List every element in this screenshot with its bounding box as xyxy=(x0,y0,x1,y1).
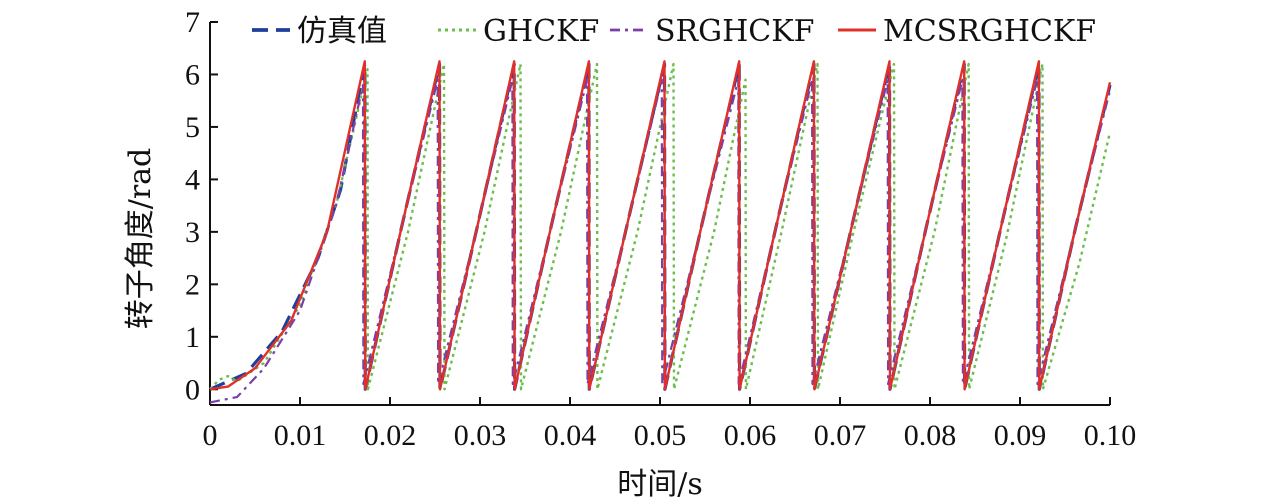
x-tick-label: 0.04 xyxy=(544,419,597,452)
x-tick-label: 0.05 xyxy=(634,419,687,452)
legend-label: SRGHCKF xyxy=(655,14,814,49)
series-line-4 xyxy=(209,60,1112,391)
x-tick-label: 0.03 xyxy=(454,419,507,452)
legend-label: GHCKF xyxy=(483,14,599,49)
series-line-3 xyxy=(209,78,1112,404)
y-tick-label: 5 xyxy=(185,111,200,144)
y-tick-label: 0 xyxy=(185,373,200,406)
legend-label: MCSRGHCKF xyxy=(883,14,1096,49)
series-layer xyxy=(209,60,1112,404)
x-tick-label: 0.06 xyxy=(724,419,777,452)
ticks: 0 0.01 0.02 0.03 0.04 0.05 0.06 0.07 0.08 0.09 0.1… xyxy=(185,6,1136,452)
y-tick-label: 1 xyxy=(185,321,200,354)
x-tick-label: 0.02 xyxy=(364,419,417,452)
y-tick-label: 2 xyxy=(185,268,200,301)
legend-label: 仿真值 xyxy=(297,14,387,49)
y-tick-label: 7 xyxy=(185,6,200,39)
y-axis-title: 转子角度/rad xyxy=(123,148,158,330)
y-tick-label: 6 xyxy=(185,58,200,91)
x-tick-label: 0.09 xyxy=(994,419,1047,452)
x-tick-label: 0.01 xyxy=(274,419,327,452)
y-tick-label: 4 xyxy=(185,163,200,196)
x-tick-label: 0.08 xyxy=(904,419,957,452)
x-tick-label: 0.10 xyxy=(1084,419,1137,452)
x-axis-title: 时间/s xyxy=(617,467,703,502)
x-tick-label: 0 xyxy=(203,419,218,452)
legend: 仿真值 GHCKF SRGHCKF MCSRGHCKF xyxy=(252,14,1096,49)
y-tick-label: 3 xyxy=(185,216,200,249)
x-tick-label: 0.07 xyxy=(814,419,867,452)
